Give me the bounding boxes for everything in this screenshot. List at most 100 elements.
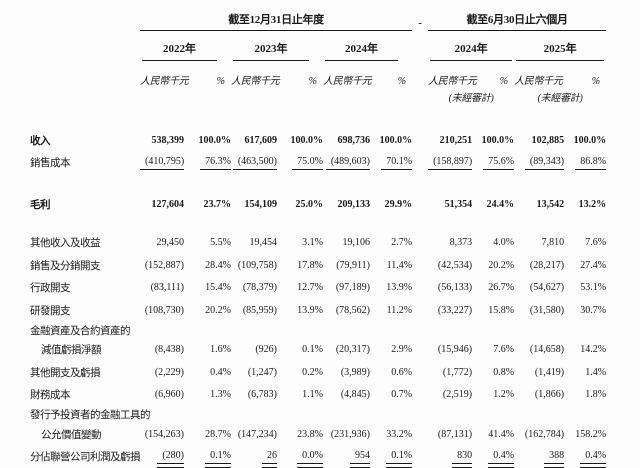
percent-cell: 3.1% [278, 232, 323, 255]
cell-value: 100.0% [380, 135, 413, 146]
cell-value: 13,542 [537, 199, 565, 210]
cell-value: 20.2% [488, 260, 514, 271]
cell-value: (97,189) [336, 282, 370, 293]
spacer-row [30, 174, 606, 193]
percent-cell: 53.1% [565, 277, 606, 300]
cell-value: 0.0% [297, 450, 323, 464]
amount-cell: (78,562) [323, 299, 371, 322]
cell-value: 388 [544, 450, 564, 464]
period-header-row: 截至12月31日止年度 - 截至6月30日止六個月 [30, 7, 606, 31]
cell-value: (162,784) [525, 429, 564, 440]
percent-cell: 23.7% [185, 193, 231, 216]
row-label: 發行予投資者的金融工具的 [30, 406, 140, 423]
cell-value: 7.6% [585, 237, 606, 248]
percent-label: % [185, 61, 231, 89]
amount-cell: 26 [231, 446, 278, 468]
cell-value: 28.4% [205, 260, 231, 271]
amount-cell: 154,109 [231, 193, 278, 216]
amount-cell: (89,343) [514, 152, 565, 175]
percent-cell: 7.6% [565, 232, 606, 255]
interim-period-label: 截至6月30日止六個月 [428, 11, 606, 31]
cell-value: 26 [262, 450, 277, 464]
amount-cell: (6,960) [140, 384, 185, 407]
amount-cell: 210,251 [428, 129, 473, 152]
percent-cell: 23.8% [278, 423, 323, 446]
table-row: 減值虧損淨額(8,438)1.6%(926)0.1%(20,317)2.9%(1… [30, 339, 606, 362]
percent-label: % [473, 61, 514, 89]
column-gap [412, 299, 428, 322]
cell-value: 0.4% [488, 450, 514, 464]
unit-label: 人民幣千元 [323, 61, 371, 89]
cell-value: 13.9% [386, 282, 412, 293]
percent-label: % [565, 61, 606, 89]
amount-cell: (78,379) [231, 277, 278, 300]
cell-value: (33,227) [438, 305, 472, 316]
table-row: 研發開支(108,730)20.2%(85,959)13.9%(78,562)1… [30, 299, 606, 322]
unit-label: 人民幣千元 [428, 61, 473, 89]
amount-cell: (489,603) [323, 152, 371, 175]
annual-period-header: 截至12月31日止年度 [140, 7, 412, 31]
cell-value: 27.4% [580, 260, 606, 271]
cell-value: 7.6% [493, 344, 514, 355]
amount-cell: (4,845) [323, 384, 371, 407]
cell-value: 75.0% [292, 156, 323, 170]
cell-value: 954 [350, 450, 370, 464]
year-2022: 2022年 [140, 31, 231, 61]
row-label: 銷售成本 [30, 152, 140, 175]
cell-value: (15,946) [438, 344, 472, 355]
cell-value: 1.3% [210, 389, 231, 400]
percent-cell: 75.0% [278, 152, 323, 175]
amount-cell: 538,399 [140, 129, 185, 152]
amount-cell: (83,111) [140, 277, 185, 300]
amount-cell: 29,450 [140, 232, 185, 255]
row-label: 收入 [30, 129, 140, 152]
cell-value: 13.2% [579, 199, 607, 210]
cell-value: 538,399 [152, 135, 185, 146]
amount-cell: (33,227) [428, 299, 473, 322]
cell-value: 0.6% [391, 367, 412, 378]
percent-cell: 1.3% [185, 384, 231, 407]
cell-value: 33.2% [386, 429, 412, 440]
amount-cell: (147,234) [231, 423, 278, 446]
row-label: 分佔聯營公司利潤及虧損 [30, 446, 140, 468]
percent-cell: 2.9% [371, 339, 412, 362]
amount-cell: (2,229) [140, 361, 185, 384]
percent-cell: 1.4% [565, 361, 606, 384]
percent-cell: 28.7% [185, 423, 231, 446]
cell-value: 2.9% [391, 344, 412, 355]
cell-value: (8,438) [155, 344, 184, 355]
percent-cell: 2.7% [371, 232, 412, 255]
year-2023: 2023年 [231, 31, 323, 61]
amount-cell: (2,519) [428, 384, 473, 407]
amount-cell: (280) [140, 446, 185, 468]
cell-value: (14,658) [530, 344, 564, 355]
percent-cell: 33.2% [371, 423, 412, 446]
cell-value: (87,131) [438, 429, 472, 440]
cell-value: 13.9% [297, 305, 323, 316]
amount-cell: (109,758) [231, 254, 278, 277]
cell-value: 127,604 [152, 199, 185, 210]
cell-value: (154,263) [145, 429, 184, 440]
amount-cell: (28,217) [514, 254, 565, 277]
cell-value: 1.4% [585, 367, 606, 378]
percent-cell: 24.4% [473, 193, 514, 216]
percent-cell: 25.0% [278, 193, 323, 216]
cell-value: 53.1% [580, 282, 606, 293]
amount-cell: 102,885 [514, 129, 565, 152]
cell-value: (28,217) [530, 260, 564, 271]
percent-cell: 15.4% [185, 277, 231, 300]
percent-cell: 100.0% [565, 129, 606, 152]
column-gap [412, 423, 428, 446]
cell-value: (1,419) [535, 367, 564, 378]
amount-cell: 954 [323, 446, 371, 468]
table-row: 銷售及分銷開支(152,887)28.4%(109,758)17.8%(79,9… [30, 254, 606, 277]
interim-period-header: 截至6月30日止六個月 [428, 7, 606, 31]
column-gap [412, 446, 428, 468]
cell-value: 0.4% [580, 450, 606, 464]
cell-value: 3.1% [302, 237, 323, 248]
cell-value: 20.2% [205, 305, 231, 316]
amount-cell: 19,454 [231, 232, 278, 255]
row-label: 公允價值變動 [30, 423, 140, 446]
